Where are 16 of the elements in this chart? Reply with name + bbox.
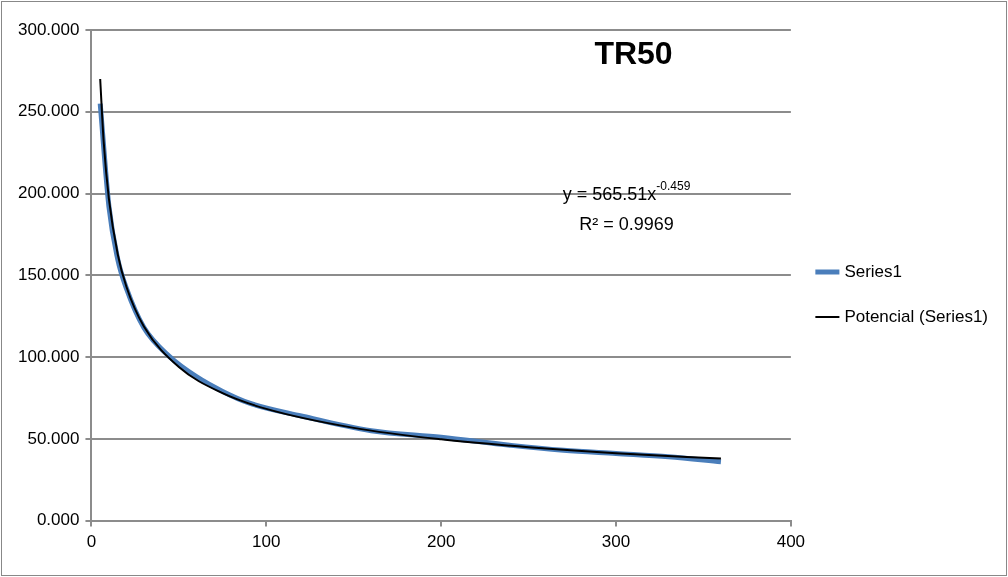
annotation: R² = 0.9969 [579, 213, 674, 234]
x-tick-label: 200 [426, 532, 456, 552]
x-tick-label: 400 [776, 532, 806, 552]
legend-label: Potencial (Series1) [844, 306, 988, 326]
y-tick-label: 0.000 [36, 510, 80, 530]
x-tick-label: 100 [252, 532, 281, 552]
legend-label: Series1 [844, 261, 903, 281]
x-tick-label: 300 [601, 532, 631, 552]
y-tick-label: 300.000 [18, 19, 80, 39]
x-tick-label: 0 [86, 532, 97, 552]
y-tick-label: 150.000 [18, 264, 80, 284]
y-tick-label: 50.000 [27, 428, 80, 448]
chart-title: TR50 [594, 34, 673, 71]
y-tick-label: 250.000 [18, 101, 80, 121]
y-tick-label: 100.000 [18, 346, 80, 366]
y-tick-label: 200.000 [18, 183, 80, 203]
